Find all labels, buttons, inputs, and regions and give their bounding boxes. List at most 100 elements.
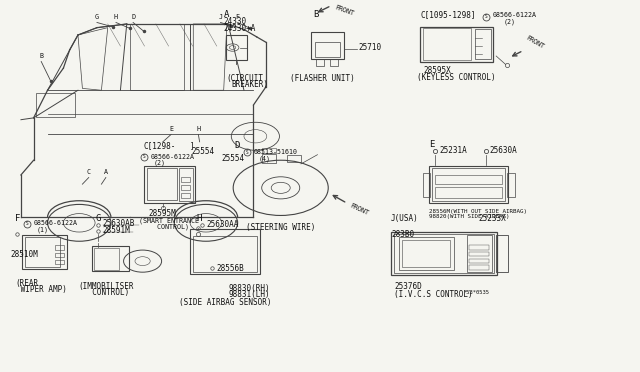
Bar xyxy=(422,173,430,197)
Text: ]: ] xyxy=(189,141,194,150)
Text: C: C xyxy=(87,169,91,175)
Text: 28591M: 28591M xyxy=(102,226,131,235)
Text: (SIDE AIRBAG SENSOR): (SIDE AIRBAG SENSOR) xyxy=(179,298,271,307)
Text: A: A xyxy=(224,10,229,19)
Bar xyxy=(316,59,324,65)
Text: G: G xyxy=(95,13,99,20)
Text: (2): (2) xyxy=(504,19,516,25)
Bar xyxy=(311,32,344,59)
Text: 25233X: 25233X xyxy=(478,214,506,223)
Text: H: H xyxy=(114,13,118,20)
Text: J(USA): J(USA) xyxy=(391,214,419,223)
Bar xyxy=(287,155,301,162)
Text: FRONT: FRONT xyxy=(334,4,355,17)
Bar xyxy=(391,232,497,275)
Bar xyxy=(435,187,502,198)
Text: B: B xyxy=(39,53,44,59)
Bar xyxy=(469,259,489,263)
Bar xyxy=(180,193,190,198)
Bar xyxy=(144,166,195,203)
Text: C[1298-: C[1298- xyxy=(144,141,176,150)
Bar xyxy=(262,148,276,153)
Text: (4): (4) xyxy=(259,155,271,162)
Text: G: G xyxy=(95,214,100,223)
Text: FRONT: FRONT xyxy=(525,35,545,50)
Bar xyxy=(469,252,489,256)
Text: 24330: 24330 xyxy=(224,17,247,26)
Text: (SMART ENTRANCE: (SMART ENTRANCE xyxy=(140,217,199,224)
Text: S: S xyxy=(246,150,248,155)
Text: E: E xyxy=(169,126,173,132)
Text: 25554: 25554 xyxy=(222,154,245,163)
Text: (FLASHER UNIT): (FLASHER UNIT) xyxy=(290,74,355,83)
Text: 28595X: 28595X xyxy=(423,66,451,75)
Text: 25630A: 25630A xyxy=(490,146,518,155)
Text: S: S xyxy=(143,154,145,159)
Bar xyxy=(22,235,67,269)
Text: BREAKER): BREAKER) xyxy=(231,80,268,89)
Bar xyxy=(423,28,471,60)
Bar xyxy=(476,29,491,58)
Text: WIPER AMP): WIPER AMP) xyxy=(16,285,67,294)
Text: (KEYLESS CONTROL): (KEYLESS CONTROL) xyxy=(417,73,496,81)
Text: 08513-51610: 08513-51610 xyxy=(253,149,298,155)
Text: H: H xyxy=(196,126,200,132)
Text: *53*0535: *53*0535 xyxy=(464,290,490,295)
Bar xyxy=(262,154,276,163)
Bar xyxy=(315,42,340,57)
Bar xyxy=(469,265,489,270)
Bar xyxy=(36,93,76,117)
Bar xyxy=(432,168,505,201)
Text: 25376D: 25376D xyxy=(394,282,422,291)
Text: 08566-6122A: 08566-6122A xyxy=(34,220,77,226)
Text: 25630AA: 25630AA xyxy=(206,220,238,229)
Text: 28556B: 28556B xyxy=(217,264,244,273)
Text: S: S xyxy=(26,221,29,227)
Bar xyxy=(507,173,515,197)
Text: (1): (1) xyxy=(36,227,49,233)
Text: E: E xyxy=(429,140,435,149)
Text: C[1095-1298]: C[1095-1298] xyxy=(420,10,476,19)
Bar xyxy=(403,240,450,267)
Text: (2): (2) xyxy=(154,160,165,166)
Bar xyxy=(469,245,489,250)
Bar xyxy=(193,236,257,272)
Text: 28510M: 28510M xyxy=(11,250,38,259)
Bar xyxy=(55,253,64,257)
Bar xyxy=(92,246,129,272)
Text: 25630AB: 25630AB xyxy=(102,219,135,228)
Bar xyxy=(190,230,260,274)
Bar xyxy=(429,167,508,203)
Text: 98820(WITH SIDE AIRBAG): 98820(WITH SIDE AIRBAG) xyxy=(429,214,509,219)
Bar xyxy=(496,235,508,272)
Bar xyxy=(330,59,338,65)
Bar xyxy=(226,35,246,60)
Bar xyxy=(180,185,190,190)
Bar xyxy=(467,235,492,272)
Text: 08566-6122A: 08566-6122A xyxy=(150,154,194,160)
Text: (CIRCUIT: (CIRCUIT xyxy=(226,74,263,83)
Text: D: D xyxy=(234,141,240,150)
Text: A: A xyxy=(104,169,108,175)
Text: 283B0: 283B0 xyxy=(391,230,414,239)
Bar xyxy=(180,177,190,182)
Text: 08566-6122A: 08566-6122A xyxy=(492,13,536,19)
Text: CONTROL): CONTROL) xyxy=(149,223,189,230)
Text: 98830(RH): 98830(RH) xyxy=(228,284,269,293)
Text: 98831(LH): 98831(LH) xyxy=(228,290,269,299)
Text: 25231A: 25231A xyxy=(439,146,467,155)
Bar xyxy=(147,168,177,200)
Text: CONTROL): CONTROL) xyxy=(83,288,130,296)
Text: (I.V.C.S CONTROL): (I.V.C.S CONTROL) xyxy=(394,290,473,299)
Bar xyxy=(399,237,454,270)
Bar xyxy=(26,237,60,267)
Text: S: S xyxy=(484,14,488,19)
Text: 28556M(WITH OUT SIDE AIRBAG): 28556M(WITH OUT SIDE AIRBAG) xyxy=(429,209,527,214)
Text: H: H xyxy=(196,214,202,223)
Text: 25710: 25710 xyxy=(358,44,381,52)
Text: (STEERING WIRE): (STEERING WIRE) xyxy=(246,223,316,232)
Text: F: F xyxy=(15,214,20,223)
Bar xyxy=(435,175,502,184)
Text: FRONT: FRONT xyxy=(349,203,370,217)
Bar xyxy=(420,26,493,61)
